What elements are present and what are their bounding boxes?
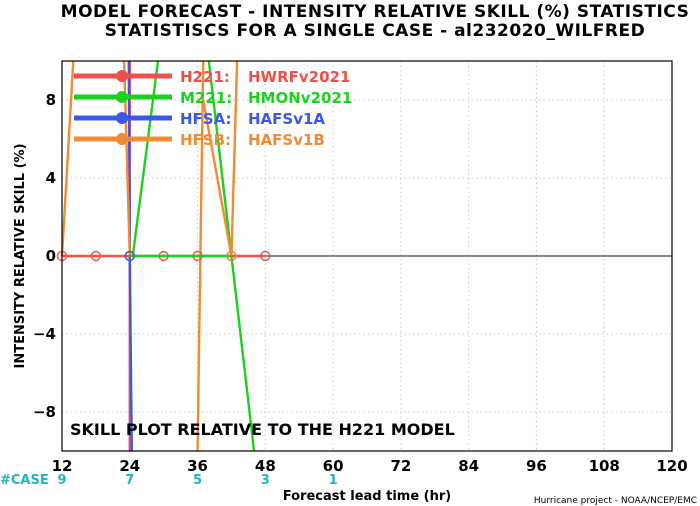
point-h221-48: [260, 250, 271, 262]
segment-m221-1: [131, 60, 160, 257]
y-tick--4: −4: [33, 325, 56, 343]
segment-hfsa-5: [128, 255, 133, 452]
legend: H221: HWRFv2021 M221: HMONv2021 HFSA: HAFSv1A…: [74, 68, 352, 149]
legend-name-hfsa: HFSA:: [180, 110, 232, 128]
case-count-36: 5: [193, 473, 202, 488]
x-tick-120: 120: [656, 457, 687, 475]
x-tick-12: 12: [52, 457, 73, 475]
point-hfsb-42: [226, 250, 237, 262]
series-lines: [56, 250, 271, 262]
legend-label-hfsa: HAFSv1A: [248, 110, 325, 128]
legend-name-hfsb: HFSB:: [180, 131, 231, 149]
x-tick-108: 108: [589, 457, 620, 475]
legend-marker-hfsa: [116, 112, 128, 124]
x-axis-label: Forecast lead time (hr): [283, 489, 451, 504]
chart-title-line1: MODEL FORECAST - INTENSITY RELATIVE SKIL…: [61, 2, 690, 22]
case-counts: 9 7 5 3 1: [57, 473, 337, 488]
legend-name-m221: M221:: [180, 89, 232, 107]
legend-label-h221: HWRFv2021: [248, 68, 350, 86]
segment-hfsb-9: [202, 99, 233, 257]
case-count-60: 1: [329, 473, 338, 488]
x-tick-24: 24: [119, 457, 140, 475]
segment-hfsb-10: [230, 60, 239, 257]
case-count-12: 9: [57, 473, 66, 488]
y-tick-8: 8: [46, 91, 56, 109]
chart-title-line2: STATISTISCS FOR A SINGLE CASE - al232020…: [105, 21, 645, 41]
y-axis-label: INTENSITY RELATIVE SKILL (%): [13, 143, 28, 368]
legend-marker-h221: [116, 70, 128, 82]
segment-m221-2: [207, 60, 233, 257]
x-tick-48: 48: [255, 457, 276, 475]
segment-hfsb-6: [60, 60, 75, 257]
x-tick-84: 84: [458, 457, 479, 475]
x-tick-60: 60: [323, 457, 344, 475]
y-tick-0: 0: [46, 247, 56, 265]
case-count-48: 3: [261, 473, 270, 488]
y-tick--8: −8: [33, 403, 56, 421]
credit-text: Hurricane project - NOAA/NCEP/EMC: [534, 496, 697, 506]
point-h221-18: [90, 250, 102, 262]
legend-marker-m221: [116, 91, 128, 103]
skill-annotation: SKILL PLOT RELATIVE TO THE H221 MODEL: [70, 420, 455, 439]
x-tick-96: 96: [526, 457, 547, 475]
case-count-24: 7: [125, 473, 134, 488]
y-tick-4: 4: [46, 169, 56, 187]
x-tick-labels: 12 24 36 48 60 72 84 96 108 120: [52, 457, 688, 475]
segment-m221-3: [230, 255, 256, 452]
legend-label-hfsb: HAFSv1B: [248, 131, 325, 149]
case-label: #CASE: [0, 473, 49, 488]
point-hfsa-24: [124, 250, 135, 262]
y-tick-labels: −8 −4 0 4 8: [33, 91, 56, 421]
legend-marker-hfsb: [116, 133, 128, 145]
legend-name-h221: H221:: [180, 68, 230, 86]
legend-label-m221: HMONv2021: [248, 89, 352, 107]
plot-frame: [61, 60, 673, 452]
x-tick-36: 36: [187, 457, 208, 475]
x-tick-72: 72: [390, 457, 411, 475]
